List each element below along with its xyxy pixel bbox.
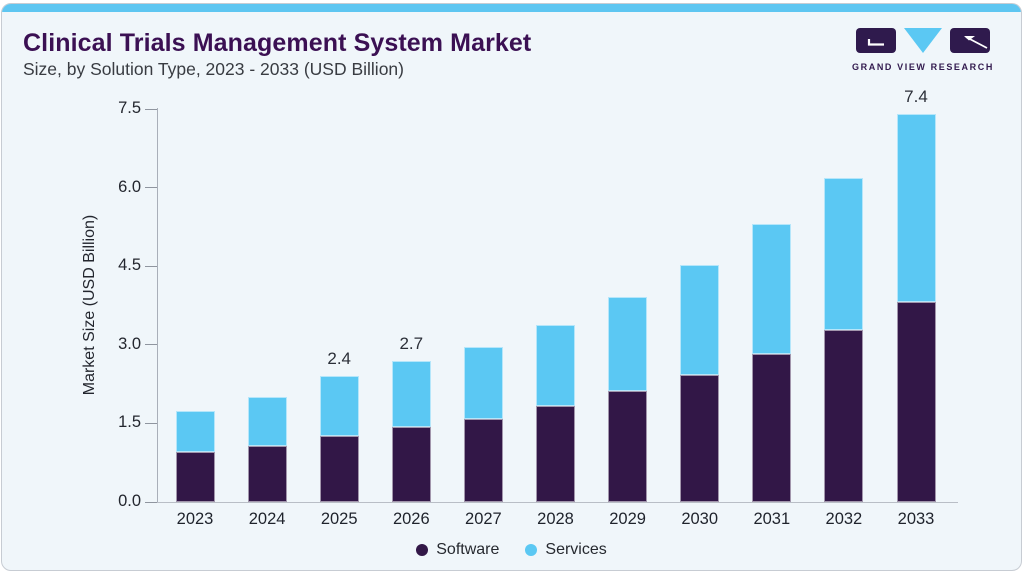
logo-v-triangle [904,28,942,53]
top-accent-bar [2,4,1021,12]
bar-segment-2027-services [463,347,503,419]
x-tick-label-2023: 2023 [176,510,214,528]
x-tick-label-2026: 2026 [392,510,430,528]
bar-value-label-2025: 2.4 [327,349,351,369]
legend-item-software: Software [416,541,499,559]
x-tick-label-2031: 2031 [753,510,791,528]
bar-value-label-2026: 2.7 [399,333,424,353]
bar-segment-2028-services [536,324,575,407]
x-tick-label-2027: 2027 [465,510,502,528]
y-tick-label: 6.0 [118,177,141,196]
bar-segment-2025-software [319,435,359,502]
x-axis-line [152,502,958,503]
gvr-logo: GRAND VIEW RESEARCH [852,28,994,72]
bar-segment-2026-software [391,426,431,502]
x-tick-label-2024: 2024 [248,510,286,528]
y-tick-mark [145,501,157,503]
bar-segment-2031-software [752,353,792,502]
legend-label: Services [545,541,607,558]
y-tick-mark [145,187,157,189]
page-subtitle: Size, by Solution Type, 2023 - 2033 (USD… [23,59,404,80]
bar-segment-2028-software [536,406,575,502]
y-tick-mark [145,422,157,424]
bar-segment-2025-services [319,376,359,436]
legend: Software Services [2,541,1021,559]
bar-segment-2030-services [680,265,720,375]
logo-g-glyph [867,39,884,46]
y-tick-label: 3.0 [118,334,141,353]
page-title: Clinical Trials Management System Market [23,29,532,57]
bar-segment-2029-services [608,297,648,392]
x-tick-label-2028: 2028 [537,510,574,528]
logo-g-block [856,28,896,53]
y-tick-label: 1.5 [118,413,141,432]
bar-segment-2027-software [463,418,503,502]
bar-segment-2024-services [247,397,287,447]
bar-segment-2033-services [896,114,936,302]
bar-segment-2029-software [608,391,648,502]
bar-segment-2023-services [175,410,215,453]
bar-segment-2024-software [247,446,287,502]
chart-header: Clinical Trials Management System Market… [23,30,531,80]
legend-dot-icon [416,544,429,556]
bar-segment-2032-services [824,178,864,331]
y-tick-mark [145,108,157,110]
y-tick-label: 0.0 [118,492,141,510]
bar-segment-2023-software [175,452,215,502]
y-axis-line [157,108,158,502]
gvr-logo-mark [856,28,990,53]
bar-segment-2030-software [680,374,720,502]
x-tick-label-2032: 2032 [825,510,863,528]
gvr-logo-text: GRAND VIEW RESEARCH [852,62,994,72]
x-tick-label-2030: 2030 [681,510,719,528]
y-tick-mark [145,344,157,346]
x-tick-label-2033: 2033 [897,510,935,528]
logo-r-slash [965,36,988,49]
y-tick-label: 4.5 [118,256,141,275]
x-tick-label-2025: 2025 [320,510,358,528]
bar-segment-2026-services [391,360,431,427]
y-axis-title: Market Size (USD Billion) [81,214,98,396]
y-tick-label: 7.5 [118,99,141,117]
y-tick-mark [145,265,157,267]
logo-r-block [950,28,990,53]
bar-segment-2032-software [824,330,864,502]
legend-dot-icon [525,544,538,556]
legend-label: Software [436,541,500,558]
x-tick-label-2029: 2029 [609,510,646,528]
chart-plot: Market Size (USD Billion) 0.0 1.5 3.0 4.5 6.… [2,4,1021,570]
legend-item-services: Services [525,541,607,559]
bar-segment-2031-services [752,224,792,354]
bar-value-label-2033: 7.4 [904,87,928,107]
bar-segment-2033-software [896,301,936,502]
chart-card: Clinical Trials Management System Market… [1,3,1022,571]
